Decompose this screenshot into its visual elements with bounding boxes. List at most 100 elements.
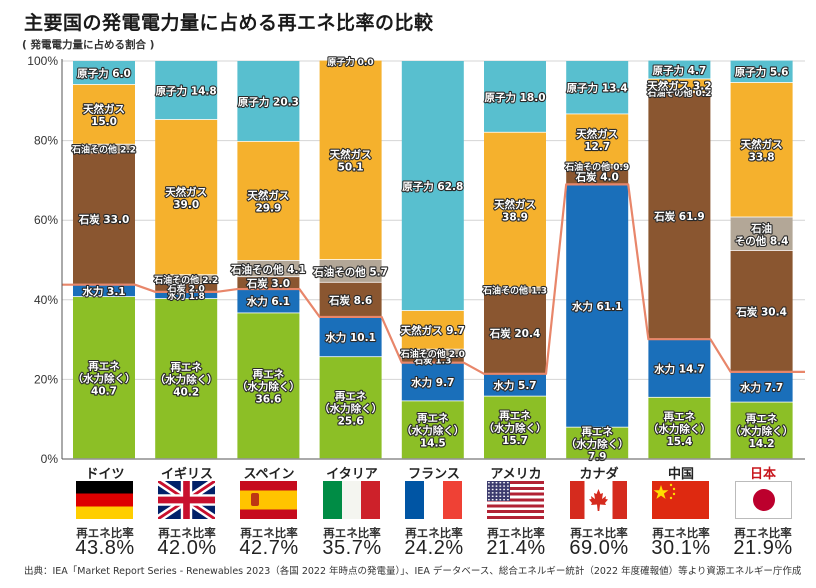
segment-label: 38.9 (502, 211, 528, 223)
bar-segment-nuclear (730, 60, 793, 83)
segment-label: （水力除く） (648, 422, 711, 435)
segment-label: 石油その他 4.1 (230, 263, 306, 276)
y-tick-label: 100% (27, 54, 58, 68)
segment-label: 再エネ (664, 411, 696, 423)
segment-label: 石炭 1.3 (413, 355, 451, 367)
segment-label: 原子力 4.7 (653, 64, 707, 77)
bar-segment-hydro (401, 362, 464, 401)
bar-segment-coal (319, 282, 382, 317)
segment-label: 再エネ (746, 413, 778, 425)
country-label-uk: イギリス (160, 467, 213, 482)
bar-segment-nuclear (566, 61, 629, 114)
bar-segment-renewable (73, 297, 135, 459)
segment-label: （水力除く） (566, 437, 629, 450)
segment-label: 天然ガス (576, 127, 618, 140)
segment-label: 天然ガス (83, 102, 125, 115)
germany-flag-icon (76, 481, 133, 519)
bar-segment-natural_gas (73, 84, 135, 144)
bar-segment-coal (155, 283, 218, 292)
bar-segment-hydro (648, 339, 711, 397)
spain-coat-of-arms-icon (251, 493, 259, 506)
segment-label: 水力 3.1 (81, 285, 125, 298)
ratio-value-france: 24.2% (404, 537, 464, 559)
segment-label: 石油その他 2.2 (153, 274, 218, 286)
ratio-value-spain: 42.7% (239, 537, 299, 559)
bar-segment-oil_other (237, 260, 300, 277)
bar-segment-natural_gas (730, 82, 793, 217)
bar-segment-hydro (319, 316, 382, 357)
segment-label: （水力除く） (484, 422, 547, 435)
segment-label: 原子力 0.0 (328, 56, 374, 68)
bar-segment-renewable (484, 396, 546, 459)
segment-label: 再エネ (335, 391, 367, 403)
segment-label: 天然ガス (330, 148, 372, 161)
spain-flag-icon (240, 481, 297, 519)
bar-segment-oil_other (484, 287, 546, 292)
bar-segment-hydro (237, 289, 300, 313)
segment-label: 石油その他 1.3 (482, 284, 547, 296)
country-label-france: フランス (408, 467, 460, 482)
segment-label: （水力除く） (155, 373, 218, 386)
chart-subtitle: ( 発電電力量に占める割合 ) (22, 39, 155, 51)
country-label-italy: イタリア (326, 467, 378, 482)
segment-label: 石油その他 5.7 (312, 265, 388, 278)
bar-segment-oil_other (401, 349, 464, 357)
bar-segment-nuclear (237, 61, 300, 141)
segment-label: 水力 14.7 (653, 362, 705, 375)
ratio-value-japan: 21.9% (733, 537, 793, 559)
bar-segment-coal (730, 250, 793, 372)
ratio-caption: 再エネ比率 (323, 526, 381, 540)
ratio-value-usa: 21.4% (486, 537, 546, 559)
segment-label: 石炭 61.9 (653, 210, 705, 223)
bar-segment-coal (73, 153, 135, 284)
segment-label: 石油その他 0.2 (646, 87, 711, 99)
segment-label: 再エネ (417, 413, 449, 425)
segment-label: 原子力 18.0 (484, 91, 545, 104)
segment-label: （水力除く） (401, 424, 464, 437)
segment-label: 14.2 (749, 438, 775, 450)
country-label-japan: 日本 (749, 467, 776, 482)
segment-label: 50.1 (338, 162, 364, 174)
bar-segment-natural_gas (237, 141, 300, 260)
france-flag-icon (405, 481, 462, 519)
ratio-value-germany: 43.8% (75, 537, 135, 559)
segment-label: 水力 1.8 (168, 290, 205, 302)
segment-label: 天然ガス (165, 185, 207, 198)
chart-title: 主要国の発電電力量に占める再エネ比率の比較 (24, 12, 434, 34)
ratio-caption: 再エネ比率 (652, 526, 710, 540)
bar-segment-hydro (484, 373, 546, 396)
segment-label: 再エネ (499, 410, 531, 422)
y-tick-label: 40% (34, 293, 58, 307)
segment-label: 石炭 4.0 (575, 170, 619, 183)
segment-label: その他 8.4 (735, 234, 789, 247)
segment-label: 原子力 14.8 (156, 84, 217, 97)
italy-flag-icon (323, 481, 380, 519)
canada-flag-icon (570, 481, 627, 519)
segment-label: 原子力 6.0 (77, 67, 131, 80)
segment-label: 石油その他 2.0 (400, 348, 465, 360)
segment-label: 石油その他 0.9 (564, 161, 629, 173)
segment-label: 石炭 3.0 (246, 277, 290, 290)
bar-segment-hydro (566, 184, 629, 427)
segment-label: 再エネ (88, 360, 120, 372)
segment-label: 原子力 20.3 (238, 95, 299, 108)
bar-segment-hydro (73, 284, 135, 297)
renewable-ratio-line (62, 183, 805, 375)
bar-segment-renewable (648, 397, 711, 459)
segment-label: 水力 7.7 (739, 381, 783, 394)
bar-segment-natural_gas (566, 114, 629, 165)
bar-segment-coal (401, 357, 464, 362)
segment-label: 天然ガス (741, 138, 783, 151)
japan-flag-icon (735, 481, 792, 519)
segment-label: （水力除く） (319, 402, 382, 415)
segment-label: 29.9 (255, 203, 281, 215)
bar-segment-nuclear (401, 61, 464, 311)
segment-label: 水力 5.7 (492, 379, 536, 392)
segment-label: 天然ガス 3.2 (647, 80, 711, 93)
segment-label: 12.7 (584, 141, 610, 153)
segment-label: 石炭 20.4 (489, 327, 541, 340)
segment-label: 原子力 5.6 (735, 66, 789, 79)
bar-segment-nuclear (484, 61, 546, 132)
segment-label: 14.5 (420, 438, 446, 450)
segment-label: 石炭 2.0 (167, 282, 205, 294)
